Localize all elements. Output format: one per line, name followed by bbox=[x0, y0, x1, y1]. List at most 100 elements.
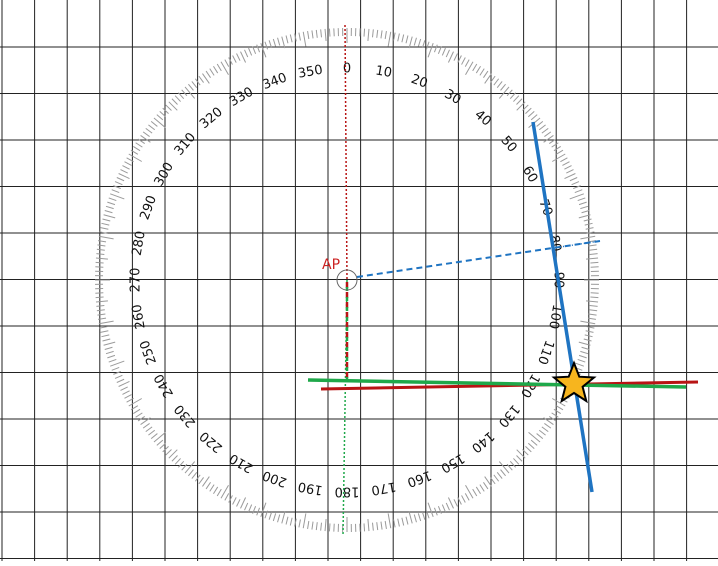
tick-mark bbox=[185, 462, 195, 473]
tick-mark bbox=[537, 434, 543, 439]
tick-mark bbox=[364, 523, 365, 531]
tick-mark bbox=[101, 228, 109, 230]
tick-mark bbox=[418, 513, 420, 521]
tick-mark bbox=[303, 32, 306, 47]
tick-mark bbox=[237, 54, 241, 61]
degree-label: 20 bbox=[409, 72, 430, 92]
degree-label: 350 bbox=[297, 63, 324, 82]
tick-mark bbox=[115, 375, 122, 378]
tick-mark bbox=[552, 143, 559, 147]
tick-mark bbox=[107, 202, 115, 204]
tick-mark bbox=[286, 35, 288, 43]
tick-mark bbox=[257, 45, 260, 52]
tick-mark bbox=[531, 440, 537, 445]
tick-mark bbox=[286, 517, 288, 525]
tick-mark bbox=[117, 178, 124, 181]
tick-mark bbox=[589, 310, 597, 311]
tick-mark bbox=[105, 347, 113, 349]
degree-label: 340 bbox=[261, 70, 289, 93]
tick-mark bbox=[96, 297, 104, 298]
tick-mark bbox=[233, 497, 237, 504]
tick-mark bbox=[388, 513, 391, 528]
tick-mark bbox=[373, 29, 374, 37]
tick-mark bbox=[434, 45, 437, 52]
tick-mark bbox=[448, 498, 453, 509]
tick-mark bbox=[213, 487, 217, 494]
tick-mark bbox=[525, 446, 531, 451]
degree-label: 180 bbox=[335, 484, 360, 499]
tick-mark bbox=[303, 513, 306, 528]
tick-mark bbox=[554, 409, 561, 413]
tick-mark bbox=[529, 432, 540, 442]
tick-mark bbox=[124, 162, 131, 166]
tick-mark bbox=[273, 39, 275, 47]
tick-mark bbox=[552, 413, 559, 417]
tick-mark bbox=[146, 427, 152, 432]
tick-mark bbox=[438, 506, 441, 513]
tick-mark bbox=[476, 66, 480, 73]
tick-mark bbox=[166, 105, 172, 111]
tick-mark bbox=[119, 381, 130, 386]
tick-mark bbox=[143, 423, 149, 428]
tick-mark bbox=[273, 513, 275, 521]
tick-mark bbox=[590, 306, 598, 307]
tick-mark bbox=[143, 132, 149, 137]
tick-mark bbox=[308, 31, 309, 39]
tick-mark bbox=[102, 219, 110, 221]
tick-mark bbox=[107, 355, 115, 357]
degree-label: 60 bbox=[519, 164, 540, 186]
tick-mark bbox=[312, 30, 313, 38]
star-icon[interactable] bbox=[554, 363, 594, 401]
tick-mark bbox=[579, 202, 587, 204]
tick-mark bbox=[364, 29, 365, 37]
tick-mark bbox=[225, 493, 229, 500]
tick-mark bbox=[409, 37, 412, 49]
tick-mark bbox=[101, 223, 109, 225]
tick-mark bbox=[316, 522, 317, 530]
tick-mark bbox=[513, 96, 518, 102]
tick-mark bbox=[115, 182, 122, 185]
tick-mark bbox=[146, 128, 152, 133]
tick-mark bbox=[110, 361, 124, 366]
tick-mark bbox=[497, 472, 502, 478]
tick-mark bbox=[560, 158, 567, 162]
degree-label: 110 bbox=[534, 338, 557, 366]
tick-mark bbox=[96, 258, 108, 259]
tick-mark bbox=[151, 121, 157, 126]
degree-label: 280 bbox=[130, 230, 149, 257]
tick-mark bbox=[217, 64, 221, 71]
tick-mark bbox=[578, 198, 586, 201]
tick-mark bbox=[528, 443, 534, 448]
degree-label: 330 bbox=[227, 85, 256, 110]
tick-mark bbox=[590, 254, 598, 255]
tick-mark bbox=[499, 87, 509, 98]
tick-mark bbox=[122, 166, 129, 170]
tick-mark bbox=[483, 482, 487, 489]
tick-mark bbox=[465, 60, 469, 67]
tick-mark bbox=[321, 29, 322, 37]
tick-mark bbox=[253, 506, 256, 513]
tick-mark bbox=[556, 150, 563, 154]
tick-mark bbox=[157, 440, 163, 445]
tick-mark bbox=[269, 512, 271, 520]
tick-mark bbox=[476, 487, 480, 494]
tick-mark bbox=[245, 503, 248, 510]
degree-label: 270 bbox=[129, 268, 144, 293]
tick-mark bbox=[325, 519, 326, 531]
tick-mark bbox=[163, 108, 169, 113]
tick-mark bbox=[106, 351, 114, 353]
tick-mark bbox=[580, 321, 595, 324]
degree-label: 130 bbox=[495, 401, 522, 430]
tick-mark bbox=[188, 470, 193, 476]
tick-mark bbox=[394, 520, 396, 528]
tick-mark bbox=[544, 423, 550, 428]
tick-mark bbox=[99, 236, 114, 239]
degree-label: 50 bbox=[498, 133, 520, 155]
degree-label: 290 bbox=[137, 194, 160, 222]
tick-mark bbox=[163, 446, 169, 451]
tick-mark bbox=[539, 125, 545, 130]
tick-mark bbox=[192, 472, 197, 478]
tick-mark bbox=[206, 482, 210, 489]
tick-mark bbox=[261, 43, 266, 57]
tick-mark bbox=[377, 522, 378, 530]
